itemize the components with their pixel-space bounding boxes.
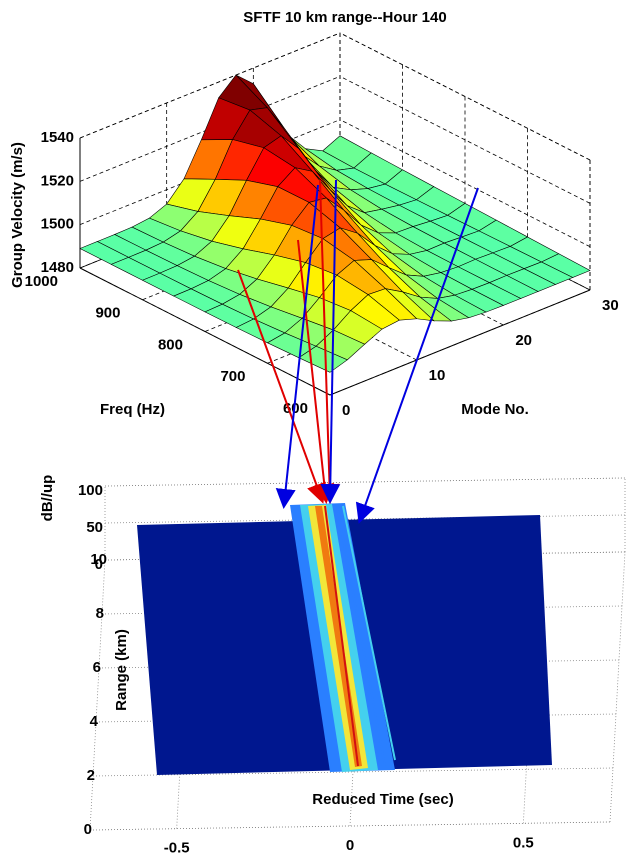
arrival-line [324, 505, 359, 767]
arrow [275, 184, 319, 509]
chart-title: SFTF 10 km range--Hour 140 [243, 9, 446, 26]
z-tick-label: 100 [78, 482, 103, 499]
arrival-line [342, 505, 396, 761]
x-tick-label: -0.5 [164, 840, 190, 856]
z-tick-label: 50 [86, 519, 103, 536]
x-tick-label: 800 [158, 336, 183, 353]
x-tick-label: 0.5 [513, 834, 534, 851]
arrival-line [336, 505, 386, 767]
y-tick-label: 0 [84, 821, 92, 838]
x-tick-label: 0 [346, 837, 354, 854]
y-tick-label: 10 [429, 367, 446, 384]
z-tick-label: 0 [95, 556, 103, 573]
x-axis-label: Freq (Hz) [100, 401, 165, 418]
y-axis [329, 289, 591, 396]
z-tick-label: 1520 [41, 172, 74, 189]
x-tick-label: 700 [220, 368, 245, 385]
y-axis-label: Range (km) [113, 629, 130, 711]
grid-line [79, 32, 341, 139]
box-edge [89, 559, 106, 831]
arrow [237, 269, 326, 504]
grid-line [339, 32, 591, 161]
arrow [319, 179, 340, 504]
y-tick-label: 10 [90, 551, 107, 568]
x-tick-label: 900 [95, 305, 120, 322]
z-axis-label: dB//up [39, 475, 56, 522]
grid-line [104, 477, 626, 487]
x-axis-label: Reduced Time (sec) [312, 791, 453, 808]
y-tick-label: 6 [93, 659, 101, 676]
grid-line [339, 75, 591, 204]
y-tick-label: 4 [90, 713, 99, 730]
y-tick-label: 0 [342, 402, 350, 419]
y-tick-label: 30 [602, 297, 619, 314]
arrows [237, 179, 479, 524]
x-axis [79, 267, 331, 396]
y-tick-label: 8 [96, 605, 104, 622]
arrow [297, 239, 335, 504]
z-tick-label: 1500 [41, 216, 74, 233]
z-tick-label: 1540 [41, 129, 74, 146]
z-axis-label: Group Velocity (m/s) [9, 142, 26, 288]
grid-line [339, 119, 591, 248]
top-plot: 600700800900100001020301480150015201540S… [9, 9, 619, 419]
y-axis-label: Mode No. [461, 401, 529, 418]
box-edge [609, 551, 626, 823]
z-tick-label: 1480 [41, 259, 74, 276]
x-tick-label: 1000 [25, 273, 58, 290]
y-tick-label: 2 [87, 767, 95, 784]
arrow [320, 179, 341, 504]
arrow [355, 187, 479, 524]
y-tick-label: 20 [515, 332, 532, 349]
